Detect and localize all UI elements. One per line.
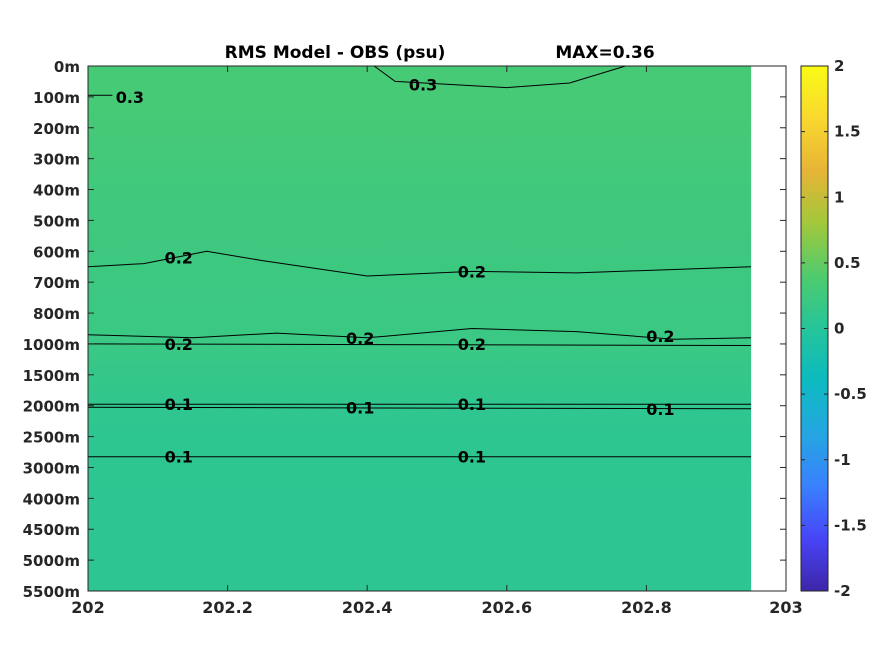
- chart-title: RMS Model - OBS (psu): [225, 43, 446, 63]
- y-tick-label: 100m: [33, 89, 80, 107]
- y-tick-label: 2000m: [23, 398, 80, 416]
- rms-field: [88, 66, 752, 591]
- colorbar-tick-label: -1.5: [834, 516, 867, 534]
- colorbar-tick-label: -2: [834, 582, 851, 600]
- x-tick-label: 202: [71, 598, 104, 617]
- contour-lines: [87, 65, 752, 458]
- contour-label: 0.3: [116, 88, 144, 107]
- y-tick-label: 4500m: [23, 521, 80, 539]
- y-tick-label: 500m: [33, 212, 80, 230]
- contour-label: 0.1: [646, 400, 674, 419]
- colorbar-tick-label: 2: [834, 57, 844, 75]
- contour-line: [373, 65, 626, 89]
- colorbar-tick-label: 0.5: [834, 254, 861, 272]
- y-tick-label: 200m: [33, 120, 80, 138]
- y-axis: 0m 100m 200m 300m 400m 500m 600m 700m 800m 1000m 1…: [23, 58, 786, 601]
- contour-label: 0.1: [458, 395, 486, 414]
- y-tick-label: 400m: [33, 182, 80, 200]
- y-tick-label: 800m: [33, 305, 80, 323]
- y-tick-label: 600m: [33, 243, 80, 261]
- contour-label: 0.2: [165, 248, 193, 267]
- contour-label: 0.2: [646, 327, 674, 346]
- contour-label: 0.2: [458, 262, 486, 281]
- contour-labels: 0.3 0.3 0.2 0.2 0.2 0.2 0.2 0.2 0.1 0.1 0.1 0.1 0.1 0…: [116, 76, 675, 467]
- y-tick-label: 2500m: [23, 429, 80, 447]
- contour-label: 0.2: [346, 329, 374, 348]
- x-tick-label: 202.8: [621, 598, 672, 617]
- colorbar-tick-label: 1: [834, 188, 844, 206]
- plot-border: [87, 65, 787, 592]
- x-tick-label: 202.4: [342, 598, 393, 617]
- y-tick-label: 5000m: [23, 552, 80, 570]
- contour-label: 0.1: [458, 448, 486, 467]
- contour-line: [87, 327, 752, 340]
- y-tick-label: 1500m: [23, 367, 80, 385]
- contour-line: [87, 250, 752, 277]
- plot-area: 0.30.30.20.20.2 0.2 0.2 0.20.1 0.1 0.1 0.10.1 0…: [23, 58, 803, 617]
- colorbar-tick-label: -1: [834, 451, 851, 469]
- contour-label: 0.1: [165, 448, 193, 467]
- y-tick-label: 300m: [33, 151, 80, 169]
- contour-label: 0.2: [458, 335, 486, 354]
- colorbar: 2 1.5 1 0.5 0 -0.5 -1 -1.5 -2: [800, 57, 867, 600]
- y-tick-label: 1000m: [23, 336, 80, 354]
- y-tick-label: 3000m: [23, 459, 80, 477]
- contour-label: 0.2: [165, 335, 193, 354]
- y-tick-label: 0m: [54, 58, 80, 76]
- contour-label: 0.1: [165, 395, 193, 414]
- x-axis: 202 202.2 202.4 202.6 202.8 203: [71, 66, 803, 617]
- x-tick-label: 202.2: [202, 598, 253, 617]
- colorbar-fill: [800, 65, 829, 592]
- x-tick-label: 202.6: [481, 598, 532, 617]
- y-tick-label: 700m: [33, 274, 80, 292]
- contour-label: 0.3: [409, 76, 437, 95]
- x-tick-label: 203: [769, 598, 802, 617]
- colorbar-ticks: 2 1.5 1 0.5 0 -0.5 -1 -1.5 -2: [801, 57, 867, 600]
- colorbar-tick-label: 1.5: [834, 123, 861, 141]
- contour-line: [87, 343, 752, 346]
- contour-label: 0.1: [346, 398, 374, 417]
- y-tick-label: 4000m: [23, 490, 80, 508]
- colorbar-tick-label: -0.5: [834, 385, 867, 403]
- colorbar-tick-label: 0: [834, 320, 844, 338]
- contour-line: [87, 406, 752, 410]
- y-tick-label: 5500m: [23, 583, 80, 601]
- max-value-label: MAX=0.36: [555, 43, 654, 63]
